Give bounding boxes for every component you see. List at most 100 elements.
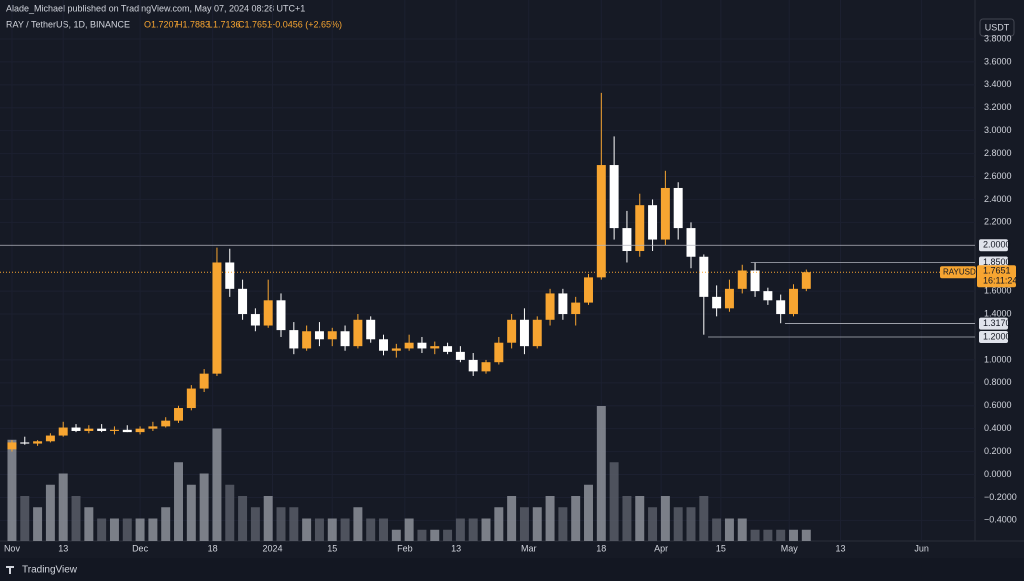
candle-body <box>686 228 696 257</box>
candle-body <box>161 420 171 427</box>
volume-bar <box>366 518 376 541</box>
candle-body <box>84 428 94 431</box>
y-tick-label: 3.6000 <box>984 56 1012 66</box>
volume-bar <box>379 518 388 541</box>
candle-body <box>33 441 43 444</box>
volume-bar <box>340 518 350 541</box>
y-tick-label: 0.8000 <box>984 377 1012 387</box>
y-tick-label: 2.8000 <box>984 148 1012 158</box>
candle-body <box>519 319 529 347</box>
y-tick-label: 0.6000 <box>984 400 1012 410</box>
candle-body <box>302 331 312 349</box>
candle-body <box>289 330 299 349</box>
volume-bar <box>750 529 760 541</box>
y-tick-label: 3.2000 <box>984 102 1012 112</box>
volume-bar <box>353 507 363 541</box>
candle-body <box>596 165 606 278</box>
footer <box>0 558 1024 581</box>
candle-body <box>97 428 107 431</box>
x-tick-label: 15 <box>716 543 726 553</box>
volume-bar <box>314 518 324 541</box>
volume-bar <box>494 507 504 541</box>
candle-body <box>801 272 811 289</box>
currency-box[interactable] <box>979 18 1015 37</box>
volume-bar <box>686 507 696 541</box>
volume-bar <box>801 529 811 541</box>
y-tick-label: 1.6000 <box>984 286 1012 296</box>
x-tick-label: 13 <box>451 543 461 553</box>
volume-bar <box>33 507 43 541</box>
candle-body <box>673 187 683 229</box>
candle-body <box>186 388 196 409</box>
x-tick-label: Feb <box>397 543 413 553</box>
candle-body <box>724 288 734 309</box>
y-tick-label: 3.4000 <box>984 79 1012 89</box>
volume-bar <box>109 518 119 541</box>
candle-body <box>494 342 504 363</box>
y-tick-label: −0.4000 <box>984 515 1017 525</box>
volume-bar <box>648 507 658 541</box>
candle-body <box>148 426 158 429</box>
volume-bar <box>212 428 222 541</box>
x-tick-label: Jun <box>914 543 929 553</box>
x-tick-label: 2024 <box>262 543 282 553</box>
level-label: 2.0000 <box>983 240 1011 250</box>
x-tick-label: Nov <box>4 543 21 553</box>
x-tick-label: Apr <box>654 543 668 553</box>
level-label-box <box>979 317 1008 330</box>
volume-bar <box>148 518 158 541</box>
volume-bar <box>84 507 94 541</box>
candle-body <box>58 427 68 436</box>
volume-bar <box>584 484 593 541</box>
level-label: 1.2000 <box>983 331 1011 341</box>
volume-bar <box>789 529 798 541</box>
volume-bar <box>724 518 734 541</box>
y-tick-label: 3.0000 <box>984 125 1012 135</box>
level-label: 1.8500 <box>983 257 1011 267</box>
candle-body <box>45 435 55 442</box>
x-tick-label: Mar <box>521 543 537 553</box>
volume-bar <box>391 529 401 541</box>
candle-body <box>379 339 388 351</box>
volume-bar <box>71 496 81 541</box>
currency[interactable]: USDT <box>985 22 1010 32</box>
candle-body <box>776 300 786 315</box>
level-label-box <box>979 330 1008 343</box>
volume-bar <box>225 484 235 541</box>
volume-bar <box>545 496 555 541</box>
candle-body <box>789 288 798 315</box>
volume-bar <box>276 507 286 541</box>
candle-body <box>648 205 658 240</box>
volume-bar <box>699 496 709 541</box>
volume-bar <box>609 462 619 541</box>
volume-bar <box>238 496 248 541</box>
y-tick-label: 0.2000 <box>984 446 1012 456</box>
volume-bar <box>417 529 427 541</box>
candle-body <box>276 300 286 331</box>
y-tick-label: 2.2000 <box>984 217 1012 227</box>
candle-body <box>314 331 324 340</box>
volume-bar <box>263 496 273 541</box>
candle-body <box>584 277 593 303</box>
volume-bar <box>507 496 517 541</box>
last-price-symbol: RAYUSDT <box>943 267 981 276</box>
candle-body <box>455 351 465 360</box>
volume-bar <box>519 507 529 541</box>
candle-body <box>699 256 709 297</box>
x-tick-label: 13 <box>58 543 68 553</box>
y-tick-label: 2.4000 <box>984 194 1012 204</box>
last-price-symbol-box <box>940 266 976 279</box>
volume-bar <box>430 529 440 541</box>
volume-bar <box>712 518 722 541</box>
volume-bar <box>7 439 17 541</box>
volume-bar <box>250 507 260 541</box>
volume-bar <box>404 518 414 541</box>
volume-bar <box>571 496 581 541</box>
brand-logo <box>6 566 14 574</box>
y-tick-label: −0.2000 <box>984 492 1017 502</box>
ohlc-close: C1.7651 <box>238 19 272 29</box>
symbol: RAY / TetherUS, 1D, BINANCE <box>6 19 130 29</box>
x-tick-label: Dec <box>132 543 149 553</box>
